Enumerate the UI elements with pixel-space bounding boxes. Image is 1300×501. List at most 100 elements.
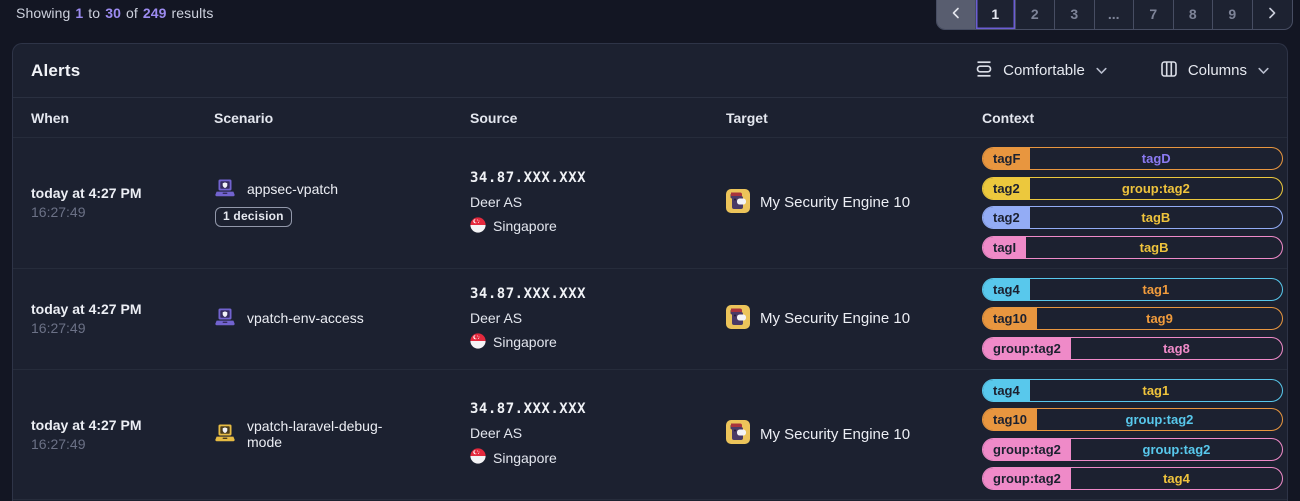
column-header-context: Context — [982, 109, 1035, 126]
purple-laptop-icon — [214, 308, 236, 329]
summary-suffix: results — [171, 5, 214, 21]
tag-key: group:tag2 — [983, 468, 1071, 489]
summary-from: 1 — [75, 5, 84, 21]
scenario-cell: vpatch-env-access — [214, 269, 470, 369]
alerts-table-body: today at 4:27 PM 16:27:49 appsec-vpatch … — [13, 137, 1287, 499]
singapore-flag-icon — [470, 217, 486, 236]
alert-time: today at 4:27 PM — [31, 301, 142, 317]
columns-icon — [1159, 59, 1179, 83]
target-cell: My Security Engine 10 — [726, 370, 982, 500]
pagination-page-button[interactable]: 7 — [1134, 0, 1174, 29]
tag-key: tag2 — [983, 177, 1030, 199]
tag-value: tag1 — [1142, 281, 1170, 297]
tag-value: tagB — [1139, 239, 1169, 255]
column-header-source: Source — [470, 109, 518, 126]
tag-key: tag2 — [983, 207, 1030, 228]
source-as-name: Deer AS — [470, 309, 523, 326]
context-tag[interactable]: tag10 group:tag2 — [982, 408, 1283, 431]
context-tags: tag4 tag1 tag10 tag9 group:tag2 tag8 — [982, 269, 1283, 369]
security-engine-avatar — [726, 420, 750, 448]
singapore-flag-icon — [470, 332, 486, 352]
context-tag[interactable]: tag2 group:tag2 — [982, 176, 1283, 200]
density-dropdown[interactable]: Comfortable — [974, 59, 1107, 83]
source-country-name: Singapore — [493, 218, 557, 235]
context-tag[interactable]: tag2 tagB — [982, 206, 1283, 229]
alert-time: today at 4:27 PM — [31, 416, 142, 433]
source-ip: 34.87.XXX.XXX — [470, 401, 587, 418]
chevron-right-icon — [1266, 6, 1278, 22]
page-title: Alerts — [31, 60, 81, 80]
scenario-cell: vpatch-laravel-debug-mode — [214, 370, 470, 500]
column-header-scenario: Scenario — [214, 109, 274, 126]
source-as-name: Deer AS — [470, 193, 523, 210]
chevron-left-icon — [950, 6, 962, 22]
table-row[interactable]: today at 4:27 PM 16:27:49 vpatch-env-acc… — [13, 267, 1287, 369]
pagination-page-button[interactable]: 2 — [1016, 0, 1055, 29]
source-as-name: Deer AS — [470, 425, 523, 442]
tag-value: group:tag2 — [1142, 441, 1211, 457]
yellow-laptop-icon — [214, 424, 236, 445]
top-bar: Showing 1 to 30 of 249 results 1 2 3 ...… — [0, 0, 1300, 43]
target-name: My Security Engine 10 — [760, 310, 911, 327]
target-name: My Security Engine 10 — [760, 194, 911, 212]
scenario-name: appsec-vpatch — [247, 181, 339, 198]
context-tag[interactable]: tag4 tag1 — [982, 378, 1283, 402]
density-label: Comfortable — [1003, 62, 1085, 79]
pagination-page-button[interactable]: 8 — [1174, 0, 1213, 29]
security-engine-avatar — [726, 188, 750, 217]
pagination-prev-button[interactable] — [936, 0, 976, 29]
when-cell: today at 4:27 PM 16:27:49 — [31, 370, 214, 500]
tag-value: tag9 — [1146, 311, 1173, 326]
scenario-name: vpatch-laravel-debug-mode — [247, 418, 383, 451]
table-header-row: When Scenario Source Target Context — [13, 98, 1287, 137]
pagination: 1 2 3 ... 7 8 9 — [935, 0, 1293, 30]
tag-key: tag10 — [983, 409, 1037, 430]
context-tag[interactable]: group:tag2 group:tag2 — [982, 437, 1283, 461]
singapore-flag-icon — [470, 448, 486, 467]
decision-badge: 1 decision — [215, 206, 292, 227]
column-header-when: When — [31, 109, 70, 126]
context-tag[interactable]: group:tag2 tag4 — [982, 467, 1283, 490]
tag-key: tag4 — [983, 278, 1030, 300]
columns-dropdown[interactable]: Columns — [1159, 59, 1269, 83]
pagination-page-button[interactable]: 9 — [1213, 0, 1253, 29]
context-tags: tagF tagD tag2 group:tag2 tag2 tagB tagI… — [982, 138, 1283, 268]
pagination-page-button[interactable]: 3 — [1055, 0, 1095, 29]
when-cell: today at 4:27 PM 16:27:49 — [31, 138, 214, 268]
table-row-partial[interactable] — [13, 499, 1287, 501]
density-icon — [974, 59, 994, 83]
alert-time-exact: 16:27:49 — [31, 435, 86, 452]
context-tag[interactable]: tagF tagD — [982, 147, 1283, 170]
alert-time-exact: 16:27:49 — [31, 320, 86, 336]
context-tag[interactable]: tagI tagB — [982, 235, 1283, 259]
tag-value: tagD — [1141, 151, 1171, 166]
pagination-next-button[interactable] — [1253, 0, 1293, 29]
source-country-name: Singapore — [493, 449, 557, 466]
context-tags: tag4 tag1 tag10 group:tag2 group:tag2 gr… — [982, 370, 1283, 500]
summary-to-label: to — [88, 5, 101, 21]
context-tag[interactable]: tag4 tag1 — [982, 277, 1283, 301]
tag-value: tag8 — [1163, 340, 1190, 356]
context-tag[interactable]: group:tag2 tag8 — [982, 336, 1283, 360]
columns-label: Columns — [1187, 62, 1247, 79]
source-cell: 34.87.XXX.XXX Deer AS — [470, 370, 726, 500]
table-row[interactable]: today at 4:27 PM 16:27:49 appsec-vpatch … — [13, 137, 1287, 268]
tag-value: group:tag2 — [1121, 180, 1190, 196]
pagination-page-button[interactable]: ... — [1095, 0, 1134, 29]
target-cell: My Security Engine 10 — [726, 138, 982, 268]
alerts-card: Alerts Comfortable — [12, 43, 1288, 501]
table-row[interactable]: today at 4:27 PM 16:27:49 vpatch-laravel… — [13, 368, 1287, 500]
scenario-name: vpatch-env-access — [247, 310, 364, 327]
tag-key: tagI — [983, 236, 1027, 258]
summary-total: 249 — [142, 5, 167, 21]
context-tag[interactable]: tag10 tag9 — [982, 307, 1283, 330]
pagination-page-button[interactable]: 1 — [976, 0, 1016, 29]
source-ip: 34.87.XXX.XXX — [470, 169, 587, 186]
source-ip: 34.87.XXX.XXX — [470, 285, 587, 302]
tag-value: tagB — [1141, 210, 1171, 225]
security-engine-avatar — [726, 304, 750, 333]
source-cell: 34.87.XXX.XXX Deer AS — [470, 269, 726, 369]
tag-key: tag10 — [983, 308, 1037, 329]
tag-value: tag1 — [1142, 382, 1170, 398]
when-cell: today at 4:27 PM 16:27:49 — [31, 269, 214, 369]
